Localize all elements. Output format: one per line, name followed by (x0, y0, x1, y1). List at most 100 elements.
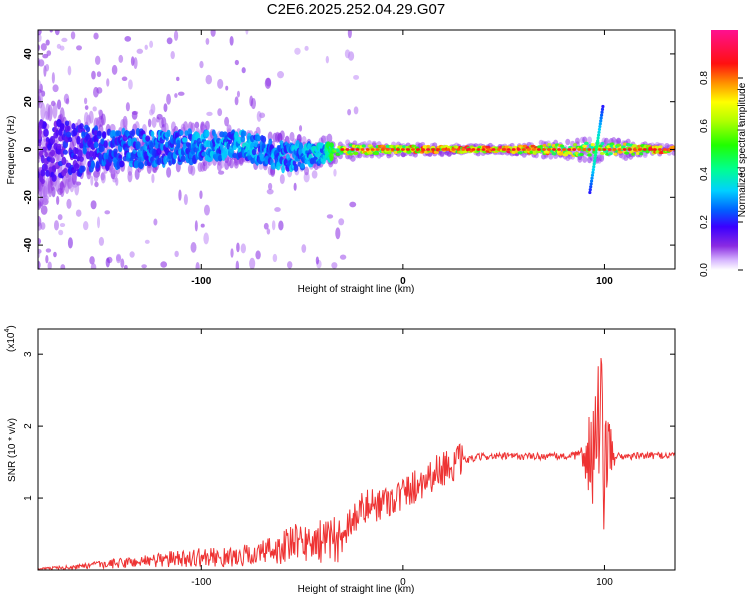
spectrogram-speckle (347, 108, 352, 116)
spectrogram-speckle (58, 229, 64, 236)
spectrogram-ridge-point (545, 150, 550, 154)
spectrogram-speckle (47, 261, 52, 269)
spectrogram-speckle (205, 38, 210, 45)
spectrogram-speckle (236, 90, 240, 98)
spectrogram-speckle (56, 195, 60, 205)
spectrogram-ridge-point (133, 160, 139, 168)
spectrogram-feature-point (597, 127, 602, 132)
spectrogram-speckle (278, 220, 284, 231)
spectrogram-ridge-point (49, 135, 56, 145)
spectrogram-speckle (177, 91, 185, 96)
spectrogram-speckle (240, 243, 246, 254)
spectrogram-ridge-point (72, 154, 78, 160)
spectrogram-speckle (299, 125, 303, 132)
spectrogram-peak-point (421, 148, 426, 151)
spectrogram-peak-point (572, 148, 577, 151)
spectrogram-speckle (199, 60, 204, 69)
spectrogram-ridge-point (635, 151, 640, 155)
colorbar-tick-label: 0.4 (699, 167, 710, 181)
spectrogram-halo (625, 138, 631, 145)
spectrogram-peak-point (662, 148, 667, 151)
spectrogram-ridge-point (599, 151, 606, 155)
spectrogram-peak-point (622, 148, 627, 151)
spectrogram-feature-point (601, 104, 605, 109)
spectrogram-halo (229, 159, 235, 169)
snr-axes: -100 0 100 1 2 3 (23, 329, 675, 588)
spectrogram-feature-point (588, 188, 592, 192)
spectrogram-ridge-point (256, 135, 262, 142)
spectrogram-ridge-point (60, 123, 65, 132)
spectrogram-speckle (217, 170, 225, 175)
spectrogram-feature-point (600, 110, 604, 114)
spectrogram-speckle (255, 250, 261, 260)
spectrogram-peak-point (405, 148, 410, 151)
spectrogram-speckle (96, 71, 102, 78)
spectrogram-peak-point (501, 148, 506, 151)
spectrogram-speckle (38, 44, 41, 52)
spectrogram-speckle (125, 102, 130, 112)
spectrogram-halo (574, 137, 580, 145)
spectrogram-peak-point (526, 148, 531, 151)
spectrogram-peak-point (426, 148, 431, 151)
spectrogram-peak-point (516, 148, 521, 151)
spectrogram-ridge-point (93, 141, 99, 149)
spectrogram-feature-point (588, 190, 592, 195)
snr-scale-exponent: 4 (4, 329, 11, 333)
spectrogram-speckle (51, 72, 55, 84)
spectrogram-ridge-point (60, 148, 65, 158)
spectrogram-peak-point (431, 148, 436, 151)
spectrogram-speckle (53, 220, 59, 231)
spectrogram-speckle (56, 99, 62, 110)
colorbar-label: Normalized spectral amplitude (737, 82, 748, 217)
spectrogram-peak-point (541, 148, 546, 151)
spectrogram-halo (47, 104, 53, 122)
spectrogram-speckle (338, 218, 345, 226)
spectrogram-ridge-point (279, 140, 284, 146)
spectrogram-speckle (230, 248, 234, 258)
spectrogram-ridge-point (621, 145, 626, 149)
snr-xtick-label: 100 (596, 577, 613, 588)
spectrogram-ridge-point (613, 152, 618, 156)
spectrogram-halo (267, 131, 273, 142)
spectrogram-ridge-point (120, 161, 124, 168)
spectrogram-feature-point (589, 185, 593, 189)
spectrogram-ytick-label: -20 (23, 190, 34, 205)
spectrogram-peak-point (436, 148, 441, 151)
spectrogram-feature-point (596, 133, 601, 137)
spectrogram-speckle (83, 221, 89, 231)
spectrogram-feature-point (589, 182, 593, 186)
spectrogram-xtick-label: -100 (191, 276, 211, 287)
snr-scale-label: (x104) (4, 325, 17, 352)
spectrogram-ridge-point (40, 169, 46, 177)
spectrogram-ridge-point (74, 162, 79, 172)
spectrogram-ridge-point (138, 161, 144, 170)
spectrogram-peak-point (365, 148, 370, 151)
spectrogram-ridge-point (90, 160, 95, 169)
spectrogram-halo (183, 121, 189, 132)
spectrogram-peak-point (567, 148, 572, 151)
spectrogram-feature-point (591, 170, 595, 175)
spectrogram-peak-point (647, 148, 652, 151)
spectrogram-speckle (38, 250, 41, 259)
spectrogram-peak-point (360, 148, 365, 151)
spectrogram-speckle (131, 110, 138, 120)
spectrogram-speckle (94, 181, 99, 188)
spectrogram-ridge-point (179, 130, 184, 136)
spectrogram-speckle (344, 49, 351, 59)
spectrogram-feature-point (593, 156, 597, 160)
spectrogram-ridge-point (348, 143, 353, 147)
spectrogram-ridge-point (76, 135, 81, 145)
spectrogram-peak-point (521, 148, 526, 151)
spectrogram-ridge-point (80, 165, 86, 172)
spectrogram-peak-point (547, 148, 552, 151)
spectrogram-speckle (200, 223, 205, 228)
spectrogram-halo (304, 166, 310, 176)
spectrogram-ridge-point (163, 155, 168, 165)
spectrogram-peak-point (375, 148, 380, 151)
spectrogram-axes: -100 0 100 -40 -20 0 20 40 (23, 30, 675, 287)
spectrogram-ridge-point (79, 123, 84, 130)
spectrogram-speckle (90, 175, 94, 186)
snr-ytick-label: 3 (23, 351, 34, 357)
spectrogram-ridge-point (242, 130, 247, 137)
spectrogram-peak-point (446, 148, 451, 151)
